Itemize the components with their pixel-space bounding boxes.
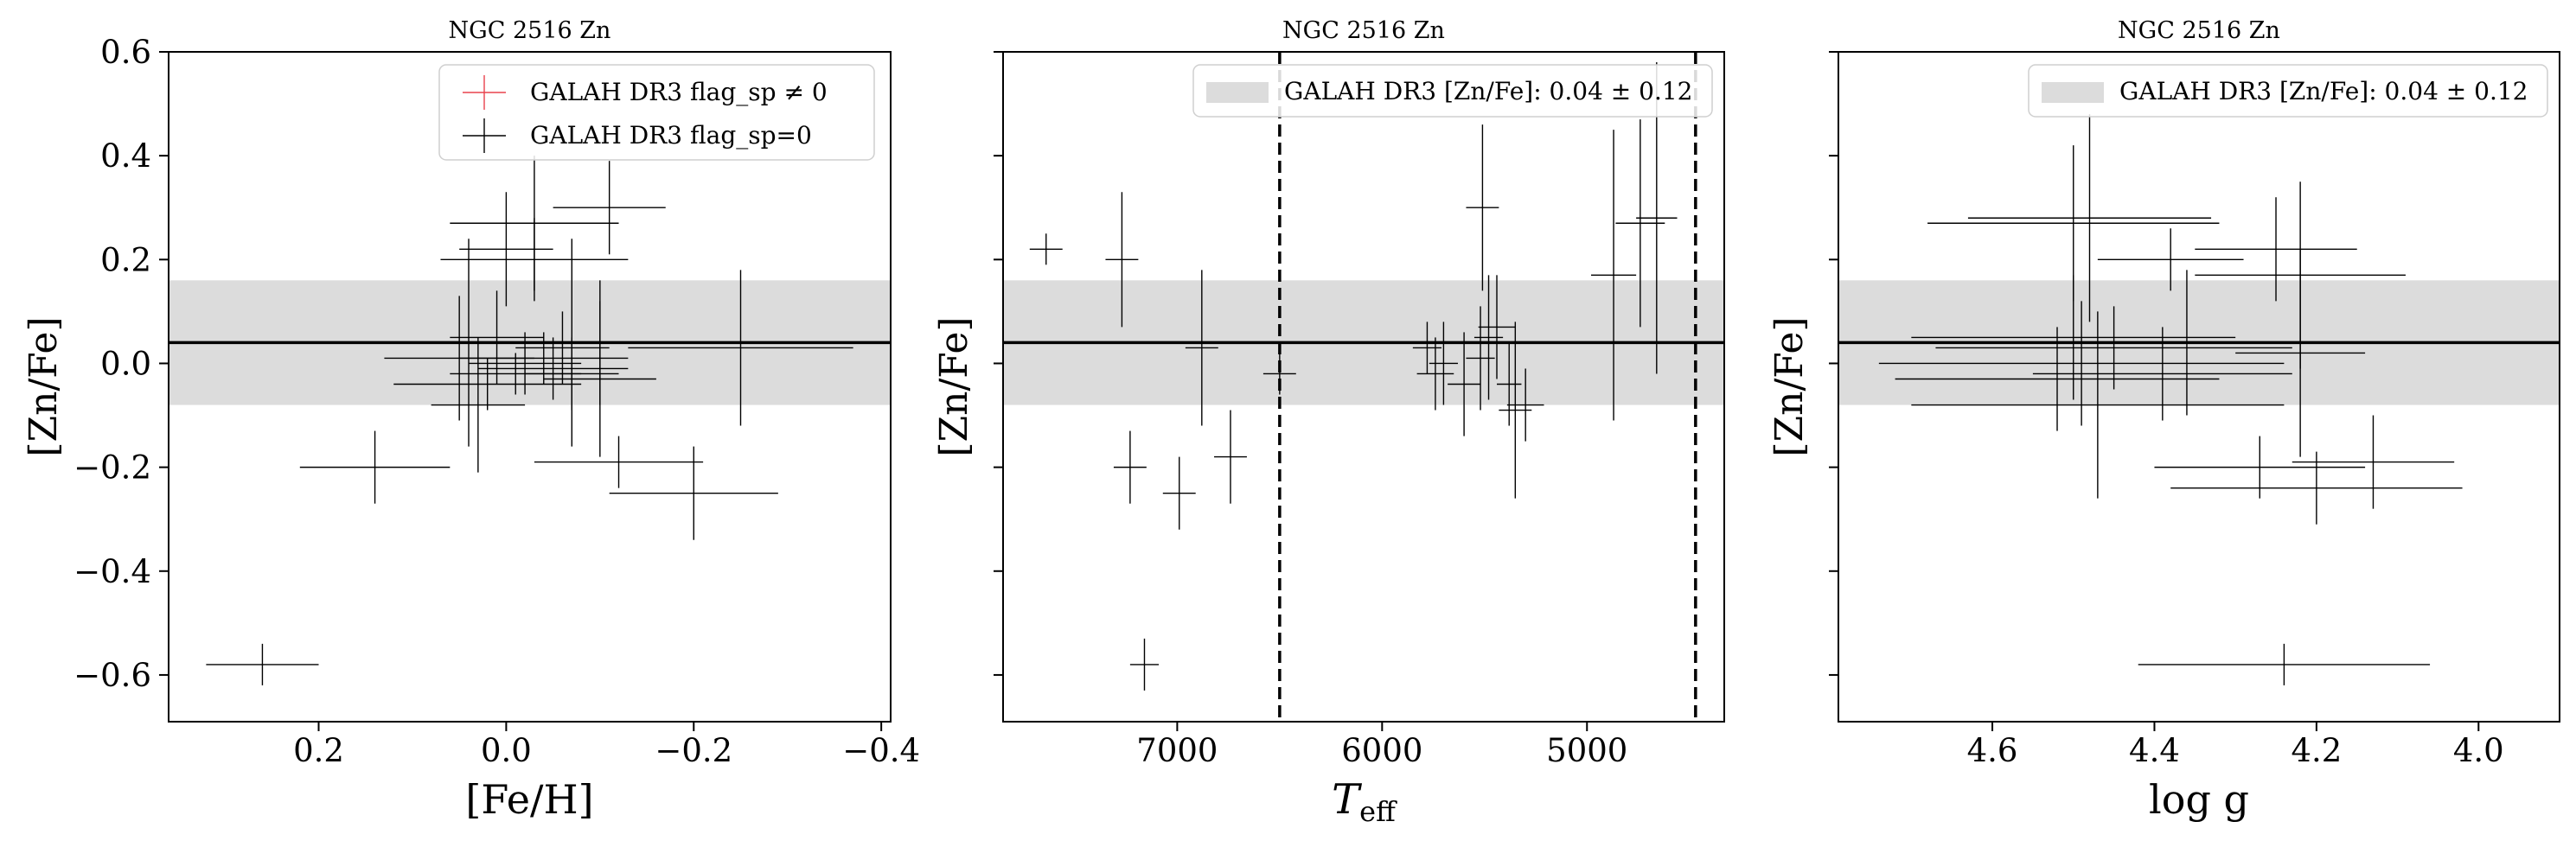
data-point [1499,322,1532,499]
x-tick-label: 5000 [1546,732,1627,769]
axes-frame [1002,51,1725,723]
data-point [2292,415,2455,509]
data-point [553,161,666,255]
data-point [1105,192,1139,328]
data-point [534,436,704,488]
data-point [1448,332,1481,436]
x-tick-label: 0.0 [481,732,532,769]
x-tick-label: 4.6 [1967,732,2018,769]
panel-2: NGC 2516 Zn 7000 6000 5000 [Zn/Fe] Teff GALAH … [932,17,1725,828]
data-point [299,430,451,504]
legend-label: GALAH DR3 flag_sp=0 [530,121,812,150]
x-tick-label: −0.2 [655,732,732,769]
data-point [1029,233,1063,265]
legend-label: GALAH DR3 [Zn/Fe]: 0.04 ± 0.12 [2119,77,2528,105]
y-tick-label: 0.2 [100,241,151,278]
y-tick-label: −0.2 [74,449,151,487]
data-point [1429,322,1458,405]
x-axis-label-main: T [1332,775,1362,824]
panel-1: NGC 2516 Zn 0.2 0.0 −0.2 −0.4 −0.6 −0.4 −0.2 0.0… [22,17,920,823]
x-tick-label: 0.2 [293,732,344,769]
data-point [1590,130,1637,421]
data-point [1466,124,1499,291]
axes-frame [168,51,892,723]
data-point [1185,270,1218,426]
y-tick-label: 0.4 [100,137,151,175]
data-point [1506,368,1544,442]
x-axis-label: Teff [1332,775,1397,828]
legend-box [2028,64,2548,118]
data-point [431,337,526,473]
data-point [1416,337,1454,411]
y-axis-label: [Zn/Fe] [22,316,66,456]
data-point [2235,249,2366,457]
legend-band-swatch [1206,82,1269,103]
data-point [1497,342,1522,426]
y-tick-label: 0.0 [100,345,151,382]
data-point [1473,275,1504,400]
x-axis-label-sub: eff [1359,795,1397,828]
y-axis-label: [Zn/Fe] [932,316,976,456]
data-point [1478,275,1516,379]
x-axis-label: log g [2149,776,2249,823]
data-point [2170,451,2463,525]
data-point [2097,228,2244,291]
data-point [393,358,582,411]
panel-title: NGC 2516 Zn [1282,17,1445,44]
y-tick-label: 0.6 [100,34,151,71]
x-tick-label: 4.4 [2129,732,2180,769]
data-point [2195,197,2357,302]
legend-box [1192,64,1713,118]
x-tick-label: 7000 [1136,732,1218,769]
legend-label: GALAH DR3 [Zn/Fe]: 0.04 ± 0.12 [1284,77,1693,105]
data-point [459,192,553,307]
panel-title: NGC 2516 Zn [2118,17,2280,44]
data-point [1935,306,2292,390]
data-point [2154,436,2366,499]
legend-box [438,64,875,161]
data-point [1214,410,1247,504]
data-point [1466,306,1495,411]
y-axis-label: [Zn/Fe] [1767,316,1812,456]
data-point [206,643,319,685]
panel-3: NGC 2516 Zn 4.6 4.4 4.2 4.0 [Zn/Fe] log g GALAH… [1767,17,2560,823]
x-tick-label: −0.4 [842,732,920,769]
data-point [609,446,778,540]
data-point [1967,114,2212,322]
x-axis-label: [Fe/H] [465,776,593,823]
data-point [1113,430,1147,504]
data-point [2138,643,2431,685]
legend-band-swatch [2042,82,2104,103]
data-point [450,353,582,395]
panel-title: NGC 2516 Zn [449,17,611,44]
data-point [628,270,853,426]
data-point [1412,322,1442,374]
y-tick-label: −0.6 [74,657,151,694]
legend-label: GALAH DR3 flag_sp ≠ 0 [530,78,828,106]
data-point [1162,456,1196,530]
x-tick-label: 4.2 [2291,732,2342,769]
data-point [1895,327,2220,431]
axes-frame [1838,51,2560,723]
x-tick-label: 4.0 [2453,732,2504,769]
y-tick-label: −0.4 [74,553,151,590]
data-point [1129,638,1160,691]
data-point [515,311,610,385]
x-tick-label: 6000 [1341,732,1422,769]
data-point [450,156,619,291]
